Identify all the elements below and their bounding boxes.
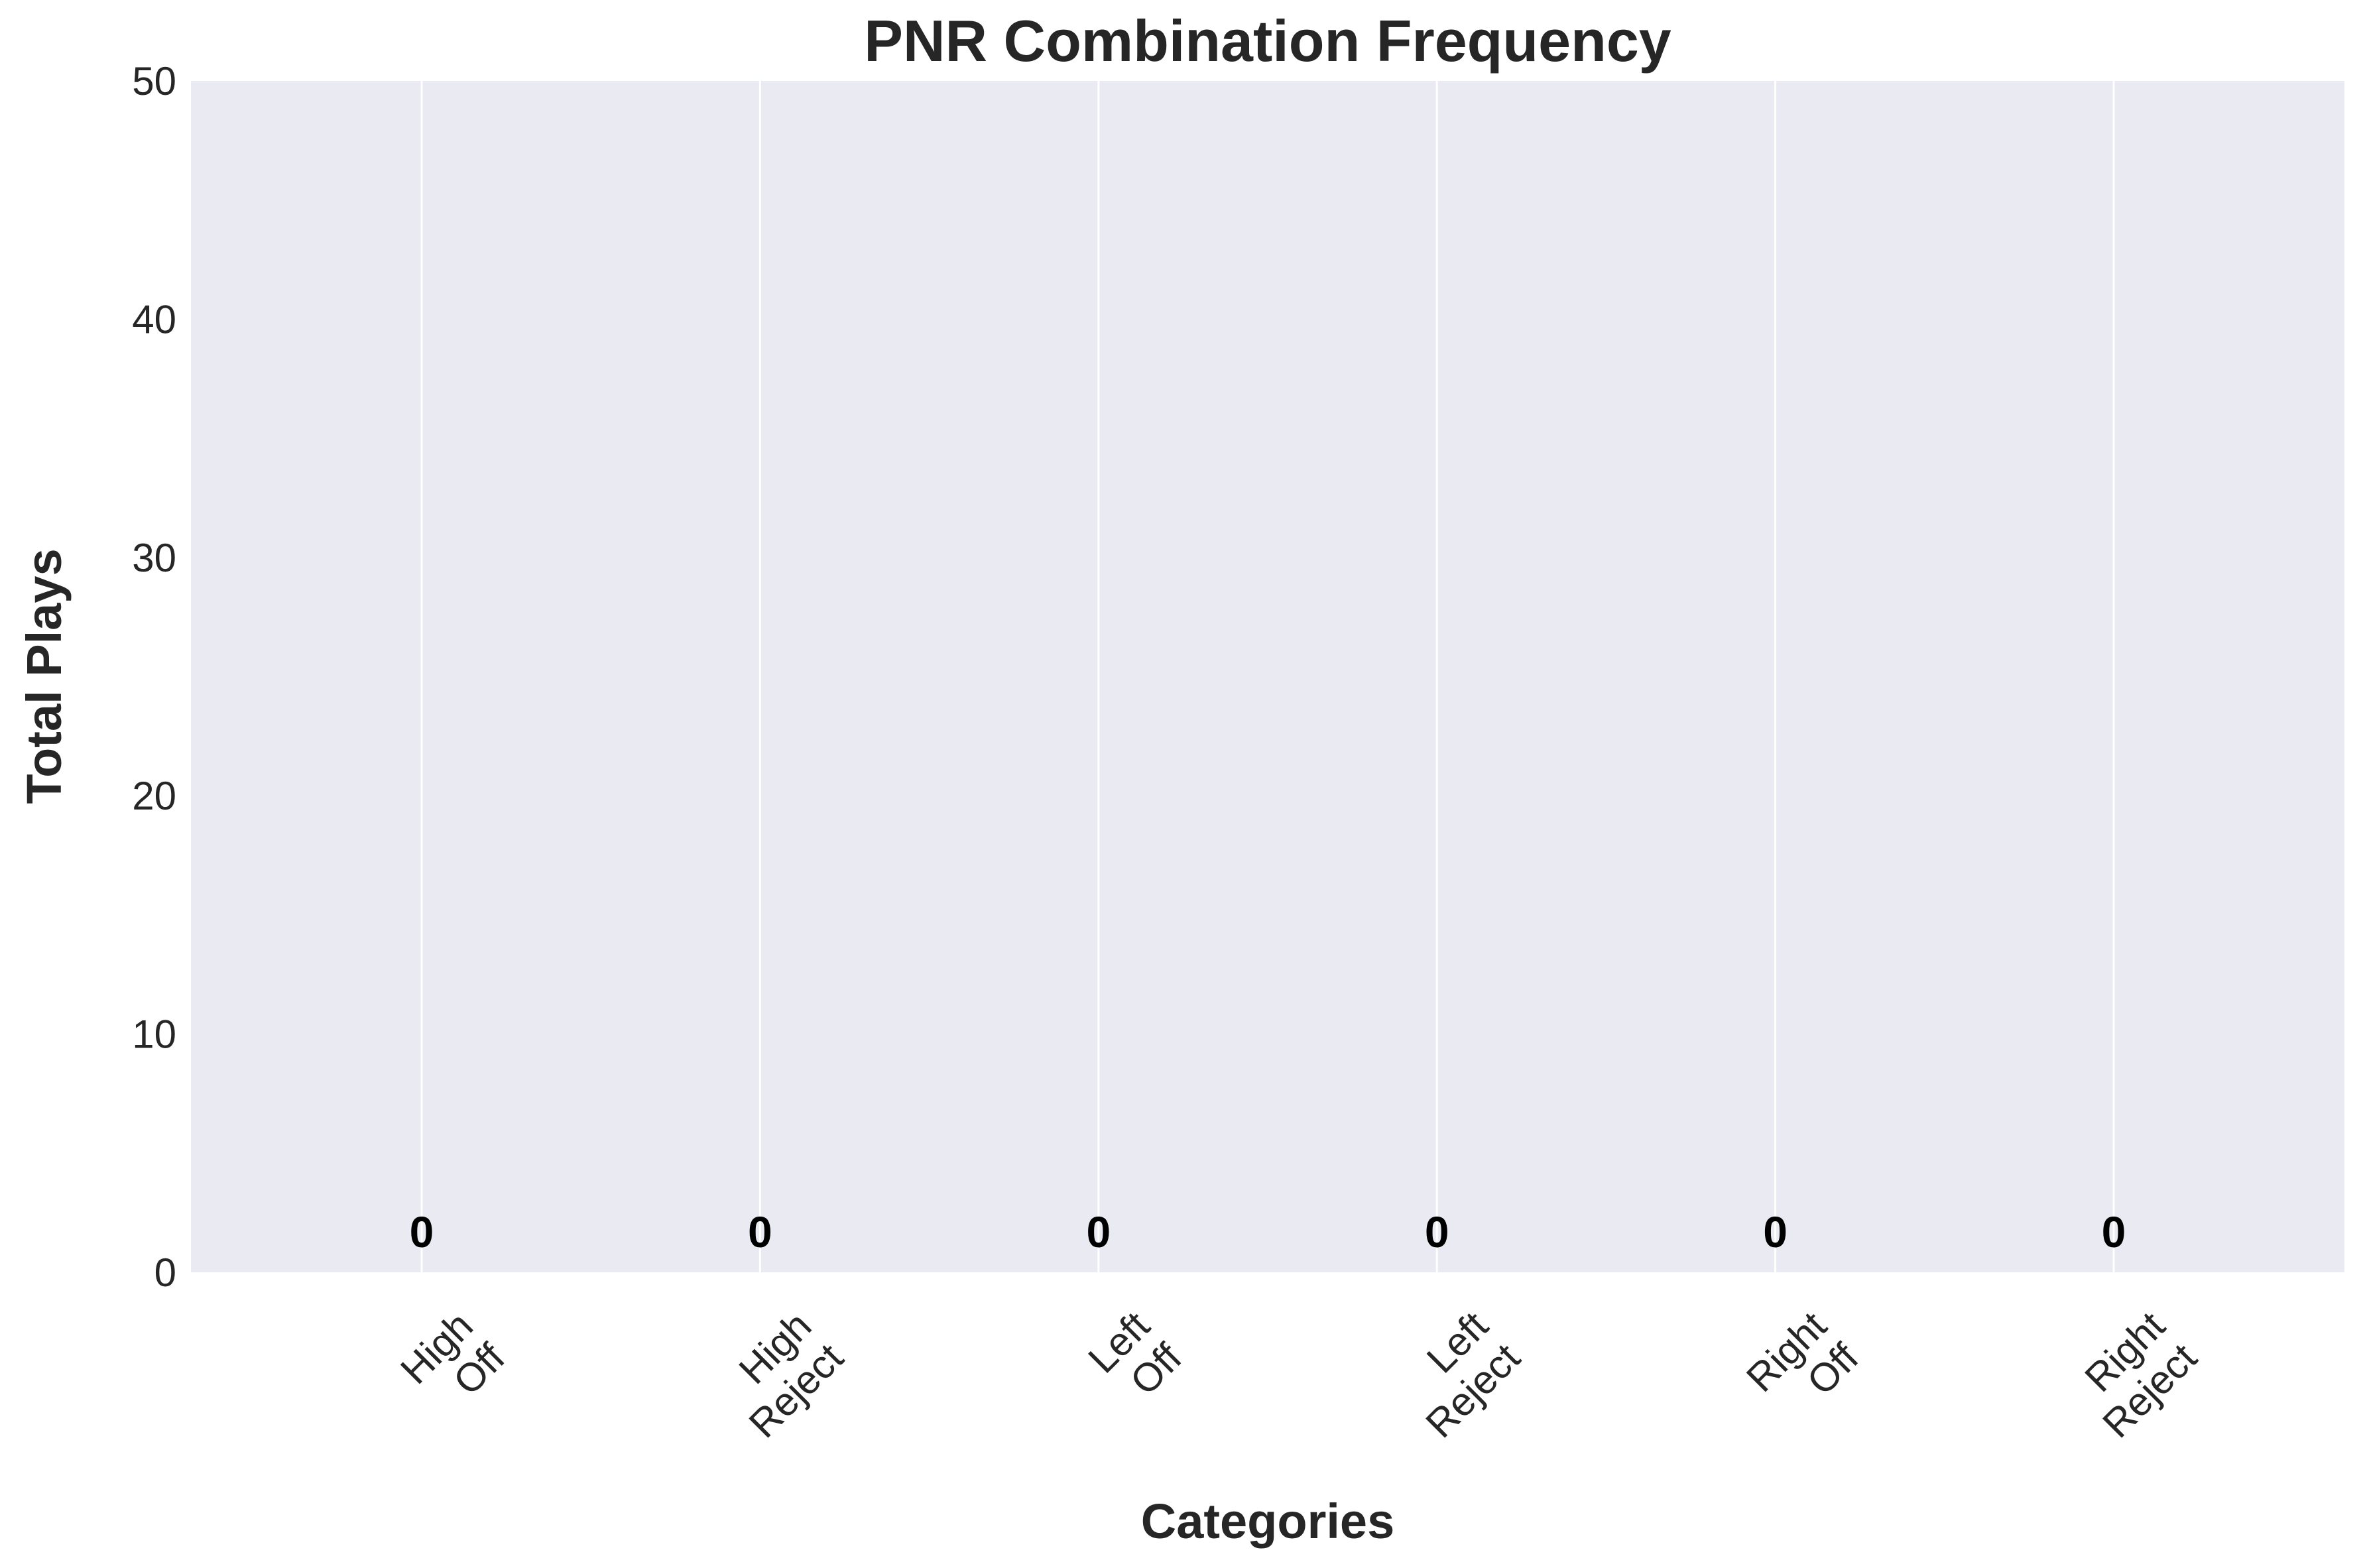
- x-tick-label-text: RightOff: [1738, 1303, 1867, 1432]
- x-axis-label: Categories: [1141, 1494, 1394, 1549]
- chart-title: PNR Combination Frequency: [864, 8, 1671, 74]
- x-tick-label: RightOff: [1738, 1303, 1867, 1432]
- y-axis-label: Total Plays: [17, 548, 72, 804]
- x-tick-label: LeftOff: [1080, 1303, 1190, 1413]
- data-labels: 0 0 0 0 0 0: [410, 1207, 2126, 1256]
- x-tick-label-text: HighReject: [709, 1303, 852, 1446]
- bar-value-label: 0: [1086, 1207, 1111, 1256]
- bar-value-label: 0: [410, 1207, 434, 1256]
- bar-value-label: 0: [748, 1207, 772, 1256]
- y-tick-label: 20: [132, 774, 176, 818]
- plot-area: [191, 81, 2344, 1272]
- x-axis-ticks: HighOff HighReject LeftOff LeftReject RightO…: [392, 1303, 2205, 1446]
- x-tick-label: HighReject: [709, 1303, 852, 1447]
- x-tick-label-text: RightReject: [2062, 1303, 2205, 1446]
- x-tick-label-text: LeftReject: [1386, 1303, 1529, 1446]
- bar-value-label: 0: [1763, 1207, 1788, 1256]
- y-tick-label: 0: [154, 1250, 176, 1295]
- x-tick-label: HighOff: [392, 1303, 513, 1424]
- y-tick-label: 30: [132, 536, 176, 580]
- bar-value-label: 0: [2102, 1207, 2126, 1256]
- y-axis-ticks: 0 10 20 30 40 50: [132, 59, 176, 1295]
- y-tick-label: 40: [132, 297, 176, 341]
- y-tick-label: 10: [132, 1012, 176, 1057]
- x-tick-label: RightReject: [2062, 1303, 2206, 1446]
- y-tick-label: 50: [132, 59, 176, 103]
- grid-lines: [420, 81, 2115, 1272]
- x-tick-label-text: HighOff: [392, 1303, 513, 1424]
- x-tick-label: LeftReject: [1386, 1303, 1529, 1446]
- bar-value-label: 0: [1425, 1207, 1449, 1256]
- x-tick-label-text: LeftOff: [1080, 1303, 1190, 1413]
